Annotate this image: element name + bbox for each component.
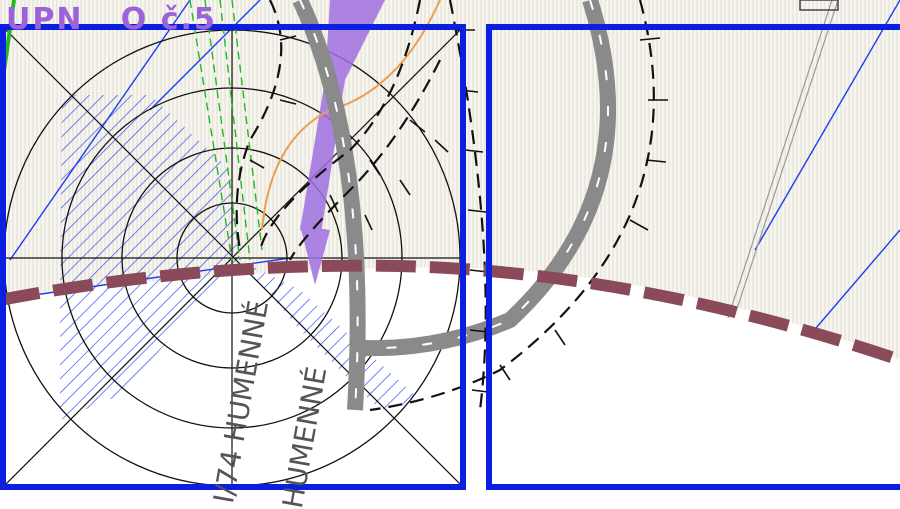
green-lines bbox=[0, 0, 263, 261]
boundary-line bbox=[0, 259, 900, 366]
parallel-lines bbox=[727, 0, 839, 319]
frame-left bbox=[0, 24, 466, 490]
hatched-zone-2 bbox=[240, 260, 420, 410]
purple-arrows bbox=[300, 0, 385, 285]
zone-label: UPN O č.5 bbox=[6, 2, 217, 37]
frame-right bbox=[486, 24, 900, 490]
